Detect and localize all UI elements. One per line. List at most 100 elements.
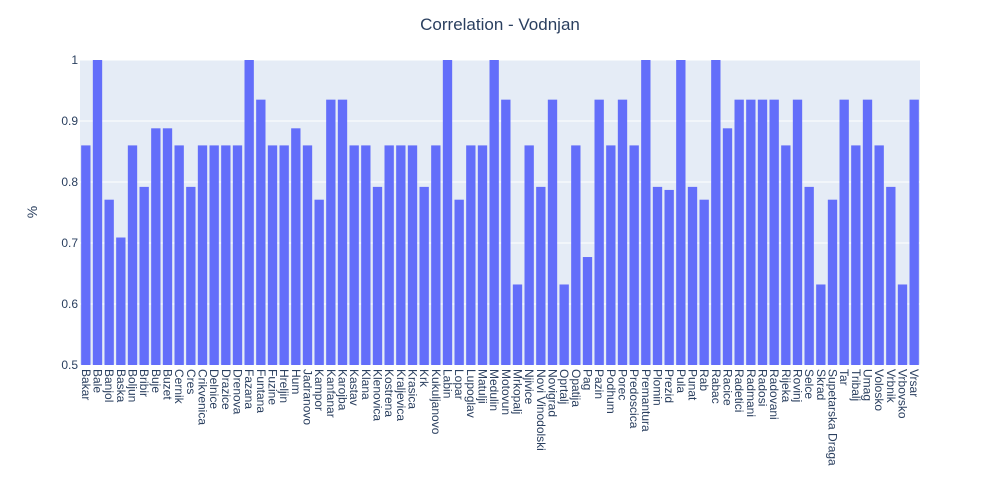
x-tick-label: Boljun <box>126 369 140 402</box>
x-tick-label: Kraljevica <box>394 369 408 421</box>
bar <box>851 145 861 365</box>
x-tick-label: Klenovica <box>371 369 385 421</box>
x-tick-label: Banjol <box>102 369 116 402</box>
bar <box>151 128 161 365</box>
x-tick-label: Novigrad <box>546 369 560 417</box>
bar <box>92 60 103 365</box>
y-tick-label: 0.7 <box>61 236 78 250</box>
x-tick-label: Crikvenica <box>196 369 210 425</box>
x-tick-label: Rijeka <box>779 369 793 403</box>
bar <box>396 145 406 365</box>
y-tick-label: 1 <box>71 53 78 67</box>
x-tick-label: Radmani <box>744 369 758 417</box>
gridlines <box>80 59 920 366</box>
bar <box>547 99 558 366</box>
x-tick-label: Punat <box>686 369 700 401</box>
bar <box>326 99 336 366</box>
x-tick-label: Drenova <box>231 369 245 415</box>
bar <box>827 199 838 365</box>
bar <box>594 99 604 366</box>
bar <box>722 128 733 365</box>
x-tick-label: Bale <box>91 369 105 393</box>
x-tick-label: Volosko <box>872 369 886 411</box>
x-tick-label: Lopar <box>452 369 466 400</box>
x-tick-label: Jadranovo <box>301 369 315 425</box>
x-tick-label: Podhum <box>604 369 618 414</box>
bar <box>407 145 418 365</box>
x-tick-label: Kampor <box>312 369 326 411</box>
x-tick-label: Tar <box>837 369 851 386</box>
bar <box>349 145 359 365</box>
x-tick-label: Cres <box>184 369 198 394</box>
x-tick-label: Supetarska Draga <box>826 369 840 466</box>
bar <box>652 186 663 365</box>
x-tick-label: Karojba <box>336 369 350 411</box>
x-tick-label: Vrsar <box>907 369 921 397</box>
x-tick-label: Buje <box>149 369 163 393</box>
bar <box>512 284 523 365</box>
x-tick-label: Vrbnik <box>884 369 898 404</box>
x-tick-label: Plomin <box>651 369 665 406</box>
bar <box>477 145 488 365</box>
bar <box>127 145 138 365</box>
bar <box>419 186 429 365</box>
x-tick-label: Bakar <box>79 369 93 400</box>
x-tick-label: Umag <box>861 369 875 401</box>
bar <box>244 60 254 365</box>
bar <box>699 199 709 365</box>
x-tick-label: Pula <box>674 369 688 393</box>
bar <box>559 284 569 365</box>
bars <box>81 60 919 366</box>
bar <box>221 145 231 365</box>
y-tick-label: 0.9 <box>61 114 78 128</box>
bar <box>687 186 698 365</box>
bar <box>489 60 499 365</box>
bar <box>384 145 394 365</box>
plot-area <box>80 60 920 365</box>
chart-title: Correlation - Vodnjan <box>420 15 580 34</box>
x-tick-label: Opatija <box>569 369 583 407</box>
bar <box>816 284 826 365</box>
x-tick-label: Radosi <box>756 369 770 406</box>
bar <box>139 186 149 365</box>
bar <box>466 145 476 365</box>
bar <box>886 186 896 365</box>
bar <box>104 199 114 365</box>
y-tick-label: 0.6 <box>61 297 78 311</box>
bar <box>536 186 546 365</box>
bar <box>641 60 651 365</box>
bar <box>279 145 289 365</box>
bar <box>197 145 208 365</box>
x-tick-label: Vrbovsko <box>896 369 910 419</box>
x-tick-label: Funtana <box>254 369 268 413</box>
bar <box>874 145 884 365</box>
x-axis-ticks: BakarBaleBanjolBaskaBoljunBribirBujeBuze… <box>79 369 921 466</box>
x-tick-label: Labin <box>441 369 455 398</box>
x-tick-label: Tribalj <box>849 369 863 401</box>
x-tick-label: Oprtalj <box>557 369 571 404</box>
bar <box>81 145 91 365</box>
x-tick-label: Radovani <box>767 369 781 420</box>
x-tick-label: Lupoglav <box>464 369 478 418</box>
x-tick-label: Kostrena <box>382 369 396 417</box>
bar <box>792 99 803 366</box>
bar <box>302 145 313 365</box>
bar <box>454 199 464 365</box>
x-tick-label: Baska <box>114 369 128 403</box>
x-tick-label: Klana <box>359 369 373 400</box>
x-tick-label: Motovun <box>499 369 513 415</box>
bar <box>571 145 581 365</box>
x-tick-label: Hreljin <box>277 369 291 403</box>
y-tick-label: 0.5 <box>61 358 78 372</box>
bar <box>711 60 721 365</box>
x-tick-label: Matulji <box>476 369 490 404</box>
x-tick-label: Buzet <box>161 369 175 400</box>
bar <box>162 128 173 365</box>
x-tick-label: Pag <box>581 369 595 390</box>
bar <box>291 128 301 365</box>
x-tick-label: Premantura <box>639 369 653 432</box>
x-tick-label: Delnice <box>207 369 221 409</box>
x-tick-label: Njivice <box>522 369 536 405</box>
x-tick-label: Porec <box>616 369 630 400</box>
